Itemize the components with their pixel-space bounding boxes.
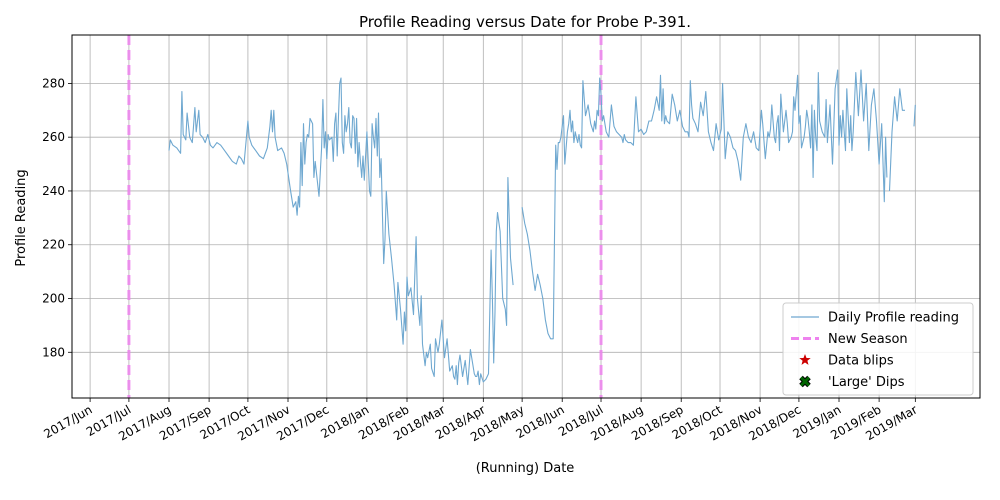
legend-label: Daily Profile reading <box>828 311 959 326</box>
series-line-segment <box>888 88 905 192</box>
legend-swatch-star <box>799 354 811 365</box>
y-tick-label: 180 <box>42 345 65 359</box>
series-line-segment <box>168 77 514 386</box>
series-line-segment <box>521 69 888 340</box>
series-line-segment <box>913 104 916 127</box>
x-tick-label: 2017/Jun <box>41 402 94 441</box>
legend-label: Data blips <box>828 354 894 369</box>
legend-x-stroke <box>799 376 811 387</box>
y-tick-label: 220 <box>42 238 65 252</box>
y-tick-label: 200 <box>42 292 65 306</box>
y-tick-label: 240 <box>42 184 65 198</box>
y-tick-label: 260 <box>42 130 65 144</box>
legend: Daily Profile reading New Season Data blip… <box>782 302 974 396</box>
series-group <box>168 69 916 386</box>
y-tick-label: 280 <box>42 76 65 90</box>
legend-label: 'Large' Dips <box>828 375 905 390</box>
legend-label: New Season <box>828 332 908 347</box>
season-lines <box>127 35 603 398</box>
y-axis: 180 200 220 240 260 280 <box>42 76 72 359</box>
x-axis-title: (Running) Date <box>476 461 575 476</box>
plot-frame <box>71 34 981 399</box>
legend-box <box>782 302 974 396</box>
x-axis: 2017/Jun2017/Jul2017/Aug2017/Sep2017/Oct… <box>41 398 920 444</box>
chart-title: Profile Reading versus Date for Probe P-… <box>359 13 691 31</box>
y-axis-title: Profile Reading <box>14 169 29 266</box>
legend-swatch-x <box>799 375 811 388</box>
